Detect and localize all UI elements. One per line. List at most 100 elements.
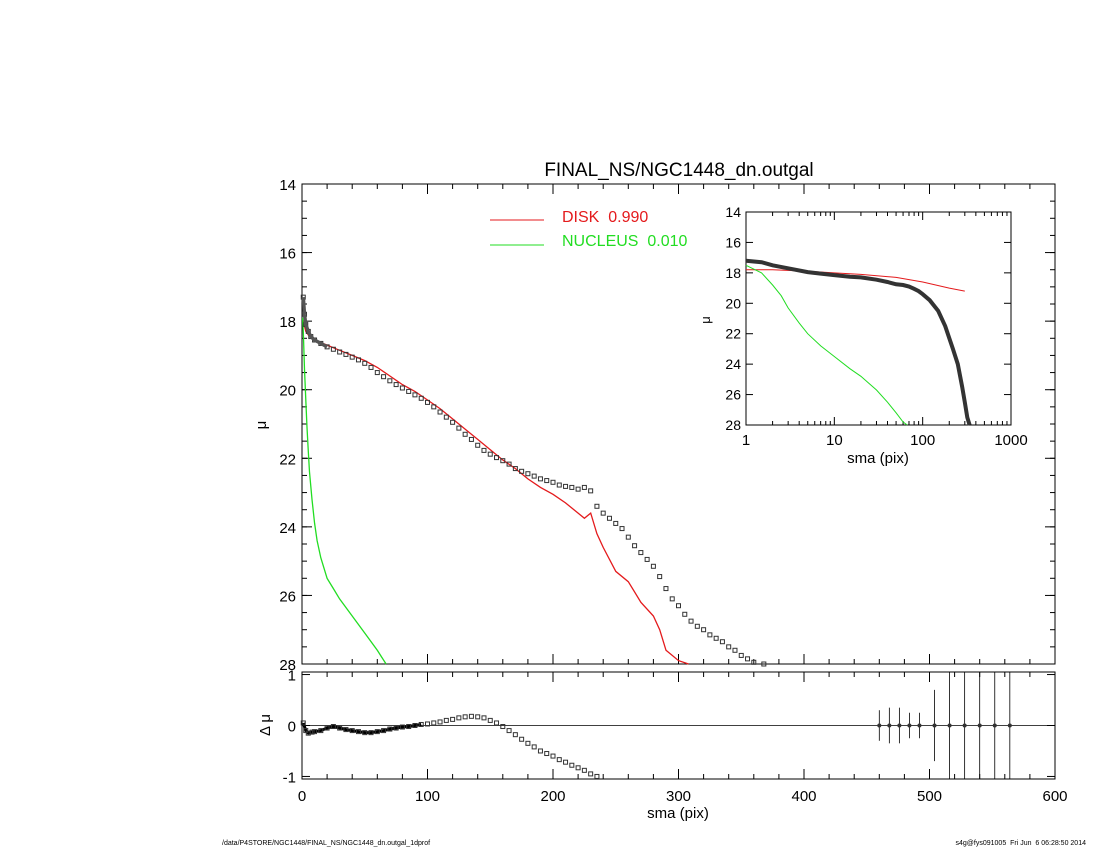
y-tick-label: 16 bbox=[279, 246, 296, 263]
legend: DISK 0.990 NUCLEUS 0.010 bbox=[490, 209, 687, 250]
data-point bbox=[374, 370, 380, 376]
data-point bbox=[732, 647, 738, 653]
data-point bbox=[487, 451, 493, 457]
inset-bg bbox=[746, 212, 1011, 425]
residual-point bbox=[531, 744, 537, 750]
main-ylabel: μ bbox=[253, 421, 270, 430]
data-point bbox=[594, 503, 600, 509]
data-point bbox=[625, 534, 631, 540]
resid-x-tick-label: 500 bbox=[917, 788, 942, 805]
resid-x-tick-label: 600 bbox=[1042, 788, 1067, 805]
data-point bbox=[399, 385, 405, 391]
y-tick-label: 22 bbox=[279, 451, 296, 468]
error-bar-point bbox=[992, 723, 997, 728]
inset-disk-line bbox=[746, 269, 965, 292]
error-bar-point bbox=[1007, 723, 1012, 728]
data-point bbox=[707, 632, 713, 638]
resid-ylabel: Δ μ bbox=[257, 714, 274, 736]
error-bar-point bbox=[947, 723, 952, 728]
data-point bbox=[550, 479, 556, 485]
data-point bbox=[525, 471, 531, 477]
residual-point bbox=[318, 728, 324, 734]
inset-x-tick-label: 1 bbox=[742, 432, 750, 449]
error-bar-point bbox=[932, 723, 937, 728]
inset-y-tick-label: 16 bbox=[725, 234, 741, 250]
data-point bbox=[676, 603, 681, 609]
data-point bbox=[362, 360, 368, 366]
data-point bbox=[556, 482, 562, 488]
data-point bbox=[600, 510, 606, 516]
residual-point bbox=[355, 729, 361, 735]
y-tick-label: 20 bbox=[279, 383, 296, 400]
data-inner-line bbox=[301, 296, 328, 349]
residual-point bbox=[500, 724, 506, 730]
data-point bbox=[349, 354, 355, 360]
residual-point bbox=[494, 720, 500, 726]
residual-point bbox=[525, 740, 531, 746]
residual-point bbox=[300, 720, 306, 726]
data-point bbox=[450, 419, 456, 425]
residual-point bbox=[475, 714, 481, 720]
data-point bbox=[418, 395, 424, 401]
error-bar-point bbox=[877, 723, 882, 728]
data-point bbox=[688, 618, 694, 624]
residual-point bbox=[456, 715, 462, 721]
residual-inner-line bbox=[301, 722, 422, 735]
residual-point bbox=[412, 723, 418, 728]
residual-point bbox=[330, 724, 336, 730]
data-point bbox=[657, 574, 663, 580]
residual-point bbox=[431, 720, 437, 726]
data-point bbox=[512, 466, 518, 472]
residual-point bbox=[303, 728, 309, 734]
inset-xlabel: sma (pix) bbox=[847, 450, 909, 467]
data-point bbox=[713, 635, 719, 641]
data-point bbox=[500, 458, 506, 464]
resid-x-tick-label: 100 bbox=[415, 788, 440, 805]
error-bar-point bbox=[907, 723, 912, 728]
data-point bbox=[412, 392, 418, 398]
residual-point bbox=[309, 729, 315, 735]
data-point bbox=[343, 351, 349, 357]
resid-x-tick-label: 200 bbox=[540, 788, 565, 805]
data-point bbox=[701, 627, 707, 633]
residual-point bbox=[387, 726, 393, 732]
inset-y-tick-label: 24 bbox=[725, 356, 741, 372]
residual-point bbox=[519, 736, 525, 742]
data-point bbox=[494, 455, 500, 461]
resid-y-tick-label: 0 bbox=[288, 719, 296, 736]
inset-y-tick-label: 28 bbox=[725, 417, 741, 433]
data-point bbox=[606, 515, 612, 521]
footer-file-path: /data/P4STORE/NGC1448/FINAL_NS/NGC1448_d… bbox=[222, 840, 431, 847]
data-point bbox=[355, 357, 361, 363]
y-tick-label: 14 bbox=[279, 177, 296, 194]
data-point bbox=[575, 486, 581, 492]
data-point bbox=[443, 414, 449, 420]
residual-point bbox=[481, 715, 487, 721]
residual-point bbox=[537, 748, 543, 754]
residual-point bbox=[468, 713, 474, 719]
data-point bbox=[437, 409, 443, 415]
inset-y-tick-label: 26 bbox=[725, 387, 741, 403]
data-point bbox=[431, 404, 437, 410]
data-point bbox=[632, 543, 638, 549]
resid-y-tick-label: -1 bbox=[283, 769, 296, 786]
chart-title: FINAL_NS/NGC1448_dn.outgal bbox=[544, 160, 813, 181]
inset-x-tick-label: 100 bbox=[910, 432, 935, 449]
error-bar-point bbox=[962, 723, 967, 728]
data-point bbox=[719, 639, 725, 645]
data-point bbox=[368, 364, 374, 370]
inset-x-tick-label: 1000 bbox=[994, 432, 1027, 449]
data-point bbox=[644, 556, 650, 562]
residual-point bbox=[512, 732, 518, 738]
error-bar-point bbox=[897, 723, 902, 728]
data-point bbox=[613, 520, 619, 526]
inset-nucleus-line bbox=[745, 264, 908, 426]
resid-xlabel: sma (pix) bbox=[647, 805, 709, 822]
data-point bbox=[751, 659, 757, 665]
residual-point bbox=[381, 728, 387, 734]
data-point bbox=[738, 652, 744, 658]
data-point bbox=[393, 382, 399, 388]
residual-point bbox=[349, 728, 355, 734]
residual-point bbox=[437, 719, 443, 725]
